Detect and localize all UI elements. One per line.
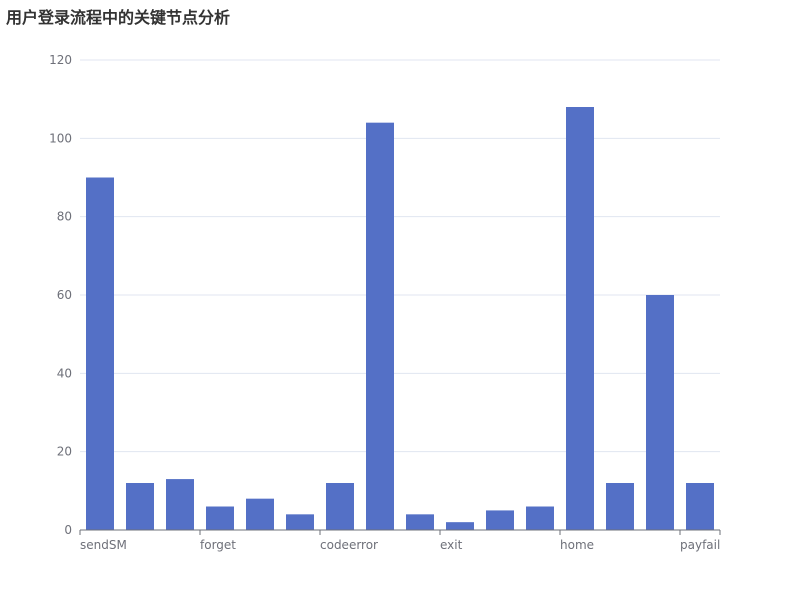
x-tick-label: exit — [440, 538, 463, 552]
bar — [606, 483, 634, 530]
chart-title: 用户登录流程中的关键节点分析 — [6, 8, 231, 27]
bar — [246, 498, 274, 530]
y-tick-label: 80 — [57, 210, 72, 224]
bar — [286, 514, 314, 530]
bar — [86, 177, 114, 530]
y-tick-label: 120 — [49, 53, 72, 67]
bar — [566, 107, 594, 530]
x-tick-label: home — [560, 538, 594, 552]
bar — [326, 483, 354, 530]
y-tick-label: 100 — [49, 131, 72, 145]
bar — [486, 510, 514, 530]
x-tick-label: codeerror — [320, 538, 378, 552]
bar — [646, 295, 674, 530]
y-tick-label: 20 — [57, 445, 72, 459]
bar — [406, 514, 434, 530]
gridlines — [80, 59, 720, 453]
x-tick-label: forget — [200, 538, 236, 552]
bar — [126, 483, 154, 530]
y-tick-label: 40 — [57, 366, 72, 380]
bar — [446, 522, 474, 530]
x-tick-label: payfail — [680, 538, 720, 552]
bar — [686, 483, 714, 530]
bar — [366, 122, 394, 531]
y-axis-tick-labels: 0 20 40 60 80 100 120 — [49, 53, 72, 537]
bar — [206, 506, 234, 530]
x-axis-ticks — [79, 530, 721, 535]
bar — [166, 479, 194, 530]
bars — [86, 107, 714, 531]
x-tick-label: sendSM — [80, 538, 127, 552]
y-tick-label: 60 — [57, 288, 72, 302]
x-axis-tick-labels: sendSM forget codeerror exit home payfail — [80, 538, 720, 552]
bar — [526, 506, 554, 530]
y-tick-label: 0 — [64, 523, 72, 537]
